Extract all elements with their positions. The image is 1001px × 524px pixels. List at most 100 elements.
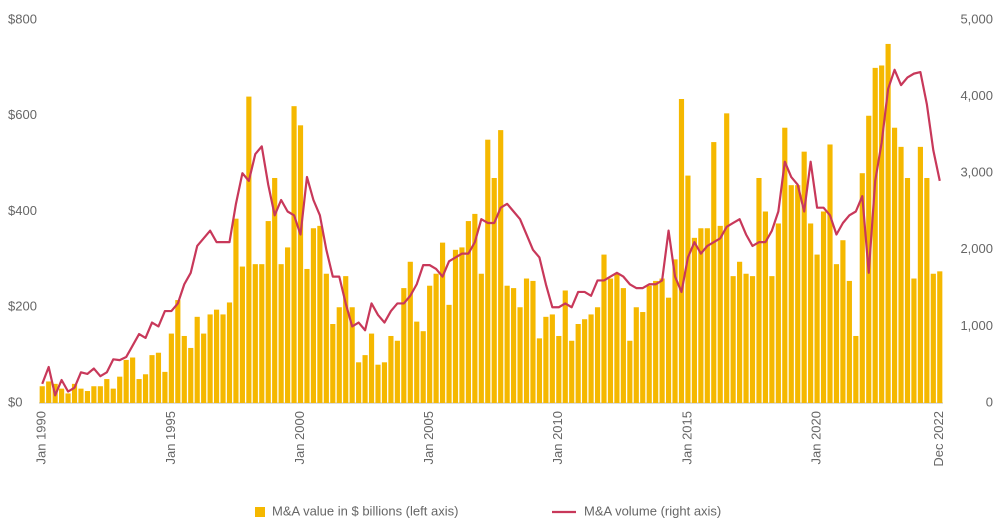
bar — [724, 113, 730, 403]
bar — [937, 271, 943, 403]
bar — [504, 285, 510, 403]
bar — [226, 302, 233, 403]
y-tick-label: $0 — [8, 394, 22, 409]
bar — [859, 173, 865, 403]
bar — [756, 177, 762, 403]
bar — [110, 388, 116, 403]
bar — [646, 285, 652, 403]
bar — [439, 242, 446, 403]
bar — [472, 213, 478, 403]
x-tick-label: Jan 1995 — [163, 411, 178, 465]
bar — [788, 185, 794, 403]
bar — [762, 211, 769, 403]
bar — [879, 65, 885, 403]
bar — [265, 221, 271, 403]
bar — [543, 316, 549, 403]
legend-label: M&A volume (right axis) — [584, 503, 721, 518]
y2-tick-label: 4,000 — [960, 88, 993, 103]
bar — [459, 247, 465, 403]
bar — [39, 386, 45, 403]
bar — [911, 278, 917, 403]
bar — [297, 125, 304, 403]
bar — [917, 146, 923, 403]
bar — [853, 335, 859, 403]
bar — [394, 340, 400, 403]
bar — [711, 142, 717, 404]
bar — [213, 309, 220, 403]
bar — [123, 359, 129, 403]
bar — [582, 319, 588, 403]
legend-swatch — [255, 507, 265, 517]
y-tick-label: $400 — [8, 203, 37, 218]
bar — [433, 273, 439, 403]
bar — [368, 333, 375, 403]
bar — [775, 223, 781, 403]
bar — [801, 151, 807, 403]
bar — [381, 362, 388, 403]
x-tick-label: Jan 2015 — [679, 411, 694, 465]
bar — [717, 225, 723, 403]
bar — [291, 106, 297, 404]
legend-label: M&A value in $ billions (left axis) — [272, 503, 458, 518]
bar — [207, 314, 213, 403]
bar — [827, 144, 833, 403]
bar — [749, 276, 756, 403]
bar — [194, 316, 200, 403]
bar — [556, 335, 562, 403]
bar — [78, 388, 84, 403]
bar — [549, 314, 555, 403]
bar — [427, 285, 433, 403]
bar — [188, 347, 194, 403]
bar — [846, 280, 852, 403]
bar — [517, 307, 523, 403]
bar — [407, 261, 413, 403]
line — [41, 68, 941, 397]
bar — [814, 254, 820, 403]
bar — [523, 278, 530, 403]
bar — [659, 278, 665, 403]
bar — [704, 228, 710, 403]
bar — [743, 273, 749, 403]
bar — [252, 264, 258, 403]
bar — [465, 221, 471, 403]
bar — [46, 381, 52, 403]
y2-tick-label: 1,000 — [960, 318, 993, 333]
x-tick-label: Jan 2005 — [421, 411, 436, 465]
bar — [71, 383, 78, 403]
x-tick-label: Jan 2020 — [809, 411, 824, 465]
bar — [136, 379, 142, 403]
bar — [142, 374, 149, 403]
bar — [730, 276, 736, 403]
y-tick-label: $600 — [8, 107, 37, 122]
bar — [614, 273, 620, 403]
bar — [304, 268, 310, 403]
x-tick-label: Jan 1990 — [34, 411, 49, 465]
bar — [420, 331, 426, 403]
bar — [808, 223, 814, 403]
y2-tick-label: 0 — [986, 394, 993, 409]
bar — [627, 340, 633, 403]
bar — [575, 324, 581, 403]
bar — [833, 264, 840, 403]
bar — [898, 146, 904, 403]
y-tick-label: $200 — [8, 299, 37, 314]
bar — [795, 185, 801, 403]
bar — [175, 300, 181, 403]
bar — [737, 261, 743, 403]
bar — [498, 130, 504, 404]
bar — [310, 228, 317, 403]
bar — [356, 362, 362, 403]
bar — [665, 297, 672, 403]
bar — [620, 288, 626, 403]
bar — [59, 388, 65, 403]
bar — [97, 386, 103, 403]
bar — [446, 304, 452, 403]
bar — [640, 312, 646, 403]
bar — [246, 96, 252, 403]
bar — [698, 228, 704, 403]
bar — [769, 276, 775, 403]
bar — [272, 177, 278, 403]
bar — [65, 393, 71, 403]
bar — [872, 67, 878, 403]
